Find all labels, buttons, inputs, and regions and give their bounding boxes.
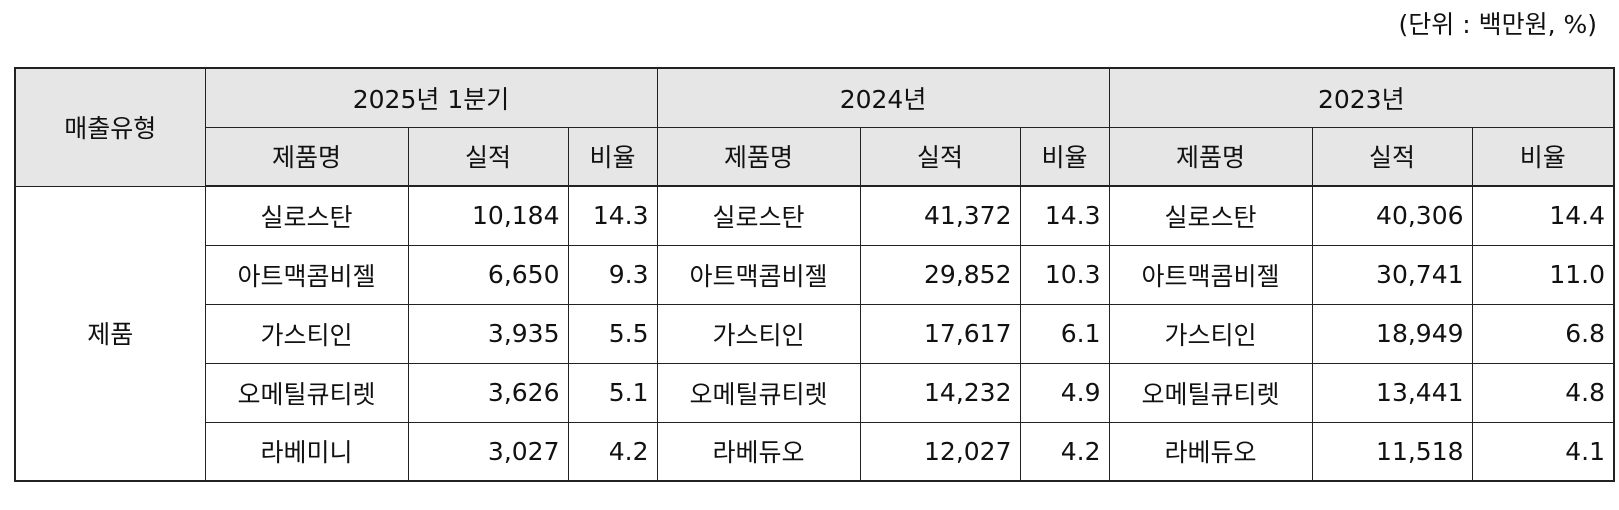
performance-cell: 30,741 [1311,244,1473,305]
performance-cell: 3,027 [407,421,569,482]
ratio-cell: 14.3 [1019,185,1110,246]
performance-cell: 18,949 [1311,303,1473,364]
ratio-cell: 4.8 [1471,362,1615,423]
header-performance: 실적 [407,126,569,187]
header-product-name: 제품명 [1108,126,1313,187]
product-name-cell: 라베듀오 [656,421,861,482]
product-name-cell: 아트맥콤비젤 [656,244,861,305]
header-period-2024: 2024년 [656,67,1110,128]
header-period-2025q1: 2025년 1분기 [204,67,658,128]
ratio-cell: 5.1 [567,362,658,423]
performance-cell: 6,650 [407,244,569,305]
product-name-cell: 오메틸큐티렛 [656,362,861,423]
header-product-name: 제품명 [656,126,861,187]
product-name-cell: 가스티인 [656,303,861,364]
ratio-cell: 6.1 [1019,303,1110,364]
product-name-cell: 실로스탄 [204,185,409,246]
ratio-cell: 4.2 [567,421,658,482]
header-period-2023: 2023년 [1108,67,1615,128]
performance-cell: 12,027 [859,421,1021,482]
header-performance: 실적 [1311,126,1473,187]
product-name-cell: 오메틸큐티렛 [1108,362,1313,423]
table-row: 아트맥콤비젤 6,650 9.3 아트맥콤비젤 29,852 10.3 아트맥콤… [15,244,1615,305]
ratio-cell: 4.2 [1019,421,1110,482]
unit-note: (단위 : 백만원, %) [1398,10,1597,39]
ratio-cell: 14.3 [567,185,658,246]
performance-cell: 11,518 [1311,421,1473,482]
header-ratio: 비율 [1019,126,1110,187]
table-row: 가스티인 3,935 5.5 가스티인 17,617 6.1 가스티인 18,9… [15,303,1615,364]
product-name-cell: 실로스탄 [1108,185,1313,246]
ratio-cell: 9.3 [567,244,658,305]
table-row: 라베미니 3,027 4.2 라베듀오 12,027 4.2 라베듀오 11,5… [15,421,1615,482]
performance-cell: 29,852 [859,244,1021,305]
performance-cell: 17,617 [859,303,1021,364]
header-sales-type: 매출유형 [14,67,206,187]
product-name-cell: 라베듀오 [1108,421,1313,482]
table-row: 제품 실로스탄 10,184 14.3 실로스탄 41,372 14.3 실로스… [14,185,1615,482]
header-ratio: 비율 [567,126,658,187]
header-performance: 실적 [859,126,1021,187]
header-ratio: 비율 [1471,126,1615,187]
sales-table: 매출유형 2025년 1분기 2024년 2023년 제품명 실적 비율 제품명… [14,67,1616,482]
performance-cell: 3,935 [407,303,569,364]
performance-cell: 14,232 [859,362,1021,423]
ratio-cell: 4.9 [1019,362,1110,423]
product-name-cell: 가스티인 [1108,303,1313,364]
ratio-cell: 6.8 [1471,303,1615,364]
product-name-cell: 아트맥콤비젤 [1108,244,1313,305]
product-name-cell: 라베미니 [204,421,409,482]
ratio-cell: 11.0 [1471,244,1615,305]
performance-cell: 40,306 [1311,185,1473,246]
performance-cell: 13,441 [1311,362,1473,423]
product-name-cell: 가스티인 [204,303,409,364]
performance-cell: 3,626 [407,362,569,423]
product-name-cell: 실로스탄 [656,185,861,246]
table-row: 오메틸큐티렛 3,626 5.1 오메틸큐티렛 14,232 4.9 오메틸큐티… [15,362,1615,423]
ratio-cell: 14.4 [1471,185,1615,246]
header-product-name: 제품명 [204,126,409,187]
ratio-cell: 5.5 [567,303,658,364]
ratio-cell: 10.3 [1019,244,1110,305]
product-name-cell: 오메틸큐티렛 [204,362,409,423]
ratio-cell: 4.1 [1471,421,1615,482]
product-name-cell: 아트맥콤비젤 [204,244,409,305]
sales-type-cell: 제품 [14,185,206,482]
performance-cell: 10,184 [407,185,569,246]
performance-cell: 41,372 [859,185,1021,246]
